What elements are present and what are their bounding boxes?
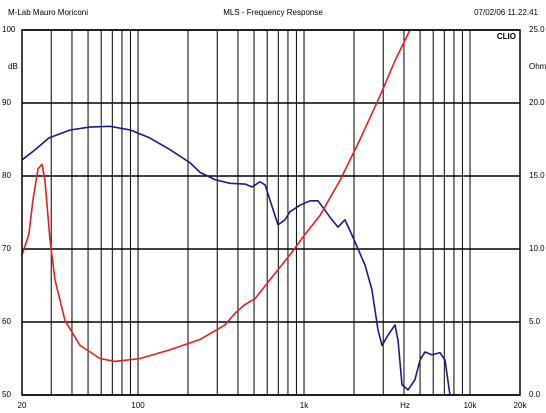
data-line [22,125,451,395]
plot-frame [21,29,521,396]
y-tick-label: 70 [2,244,11,253]
y2-tick-label: 10.0 [529,244,545,253]
brand: CLIO [497,32,516,41]
x-tick-label: 10k [464,401,478,410]
header-left: M-Lab Mauro Moriconi [8,8,88,17]
y2-tick-label: 0.0 [529,390,541,399]
y2-tick-label: 15.0 [529,171,545,180]
y-tick-label: 50 [2,390,11,399]
data-line [22,30,411,363]
y2-tick-label: 25.0 [529,25,545,34]
x-tick-label: 20k [514,401,528,410]
y2-axis-label: Ohm [529,62,546,71]
header-right: 07/02/06 11.22.41 [474,8,538,17]
y2-tick-label: 20.0 [529,98,545,107]
x-tick-label: 20 [18,401,27,410]
y-tick-label: 90 [2,98,11,107]
y-axis-label: dB [8,62,18,71]
chart-title: MLS - Frequency Response [223,8,323,17]
grid [21,29,521,396]
x-tick-label: 1k [300,401,309,410]
y-tick-label: 60 [2,317,11,326]
y2-tick-label: 5.0 [529,317,541,326]
x-tick-label: 100 [131,401,145,410]
plot [22,30,451,395]
y-tick-label: 80 [2,171,11,180]
y-tick-label: 100 [2,25,16,34]
x-axis-label: Hz [400,401,410,410]
